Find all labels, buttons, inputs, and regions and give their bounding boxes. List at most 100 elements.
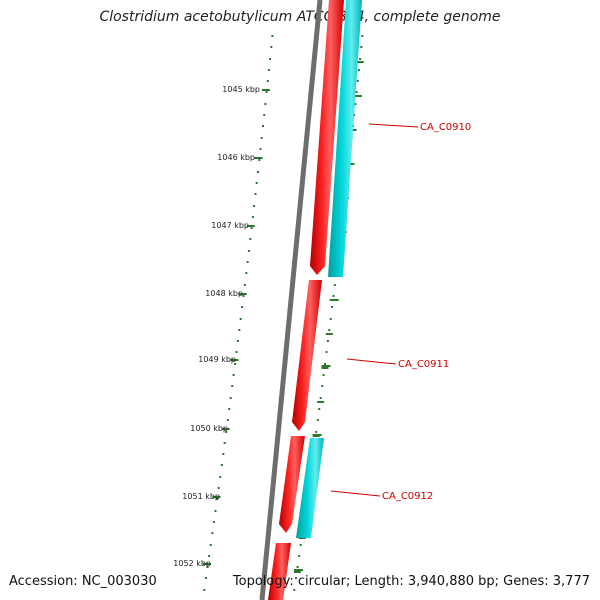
ruler-minor-tick <box>246 261 249 263</box>
ruler-minor-tick <box>269 58 272 60</box>
gene-label-ca-c0911[interactable]: CA_C0911 <box>398 359 449 370</box>
ruler-minor-tick <box>325 351 328 353</box>
tick-label-1051: 1051 kbp <box>182 492 220 501</box>
ruler-minor-tick <box>231 385 234 387</box>
ruler-minor-tick <box>260 137 263 139</box>
ruler-minor-tick <box>208 555 211 557</box>
ruler-minor-tick <box>262 125 264 127</box>
genome-summary-text: Topology: circular; Length: 3,940,880 bp… <box>232 574 590 589</box>
ruler-minor-tick <box>299 544 302 546</box>
ruler-minor-tick <box>211 532 214 534</box>
tick-label-1049: 1049 kbp <box>198 355 236 364</box>
gene-label-ca-c0912[interactable]: CA_C0912 <box>382 491 433 502</box>
ruler-minor-tick <box>315 431 318 433</box>
tick-label-1050: 1050 kbp <box>190 424 228 433</box>
ruler-minor-tick <box>331 306 334 308</box>
leader-line-ca-c0912 <box>330 490 381 497</box>
ruler-minor-tick <box>228 408 231 410</box>
ruler-minor-tick <box>360 46 363 48</box>
ruler-minor-tick <box>359 58 362 60</box>
ruler-minor-tick <box>353 114 356 116</box>
ruler-minor-tick <box>263 114 266 116</box>
ruler-minor-tick <box>354 103 357 105</box>
accession-text: Accession: NC_003030 <box>9 574 157 589</box>
ruler-minor-tick <box>219 476 222 478</box>
ruler-minor-tick <box>356 80 359 82</box>
ruler-minor-tick <box>296 566 299 568</box>
ruler-minor-tick <box>209 544 212 546</box>
ruler-minor-tick <box>324 363 326 365</box>
gene-reverse-2[interactable] <box>296 438 324 538</box>
tick-label-1052: 1052 kbp <box>173 559 211 568</box>
tick-label-1045: 1045 kbp <box>222 85 260 94</box>
ruler-minor-tick <box>238 329 241 331</box>
ruler-minor-tick <box>318 408 321 410</box>
map-title: Clostridium acetobutylicum ATCC 824, com… <box>99 9 501 25</box>
ruler-minor-tick <box>247 250 250 252</box>
ruler-minor-tick <box>223 442 226 444</box>
ruler-minor-tick <box>216 498 219 500</box>
ruler-minor-tick <box>226 419 229 421</box>
ruler-minor-tick <box>245 272 248 274</box>
ruler-labels: 1045 kbp 1046 kbp 1047 kbp 1048 kbp 1049… <box>173 85 260 568</box>
ruler-minor-tick <box>258 159 261 161</box>
ruler-minor-tick <box>225 431 228 433</box>
ruler-minor-tick <box>220 464 223 466</box>
ruler-minor-tick <box>217 487 220 489</box>
ruler-minor-tick <box>214 510 217 512</box>
ruler-minor-tick <box>250 227 253 229</box>
ruler-minor-tick <box>270 46 273 48</box>
ruler-minor-tick <box>206 566 209 568</box>
ruler-minor-tick <box>355 91 358 93</box>
ruler-minor-tick <box>242 295 245 297</box>
gene-ca-c0910-arrow[interactable] <box>310 0 344 275</box>
ruler-minor-tick <box>253 205 256 207</box>
genome-backbone <box>259 0 323 600</box>
ruler-minor-tick <box>271 35 274 37</box>
ruler-minor-tick <box>333 284 336 286</box>
ruler-minor-tick <box>232 374 235 376</box>
ruler-minor-tick <box>316 419 319 421</box>
leader-line-ca-c0910 <box>368 123 419 128</box>
ruler-minor-tick <box>293 589 296 591</box>
tick-label-1047: 1047 kbp <box>211 221 249 230</box>
ruler-minor-tick <box>328 329 331 331</box>
ruler-minor-tick <box>357 69 360 71</box>
ruler-minor-tick <box>267 69 270 71</box>
ruler-minor-tick <box>266 80 269 82</box>
ruler-minor-tick <box>329 318 332 320</box>
ruler-minor-tick <box>243 284 246 286</box>
ruler-minor-tick <box>326 340 329 342</box>
leader-line-ca-c0911 <box>346 358 397 365</box>
tick-label-1046: 1046 kbp <box>217 153 255 162</box>
ruler-minor-tick <box>234 363 236 365</box>
ruler-minor-tick <box>264 103 267 105</box>
gene-reverse-1[interactable] <box>328 0 362 277</box>
ruler-minor-tick <box>319 397 322 399</box>
ruler-minor-tick <box>254 193 257 195</box>
ruler-minor-tick <box>259 148 262 150</box>
ruler-minor-tick <box>236 340 239 342</box>
gene-ca-c0911-arrow[interactable] <box>292 280 322 431</box>
ruler-minor-tick <box>322 374 325 376</box>
tick-label-1048: 1048 kbp <box>205 289 243 298</box>
ruler-minor-tick <box>203 589 206 591</box>
ruler-minor-tick <box>321 385 324 387</box>
ruler-minor-tick <box>235 351 238 353</box>
ruler-minor-tick <box>205 577 207 579</box>
ruler-minor-tick <box>255 182 258 184</box>
ruler-minor-tick <box>239 318 242 320</box>
ruler-minor-tick <box>332 295 335 297</box>
ruler-minor-tick <box>222 453 225 455</box>
ruler-minor-tick <box>249 238 252 240</box>
ruler-minor-tick <box>257 171 259 173</box>
ruler-minor-tick <box>251 216 254 218</box>
gene-ca-c0912-arrow[interactable] <box>279 436 305 533</box>
ruler-minor-tick <box>361 35 364 37</box>
ruler-minor-tick <box>265 91 268 93</box>
ruler-minor-tick <box>241 306 244 308</box>
gene-label-ca-c0910[interactable]: CA_C0910 <box>420 122 471 133</box>
gene-ca-c0913-arrow[interactable] <box>268 543 291 600</box>
ruler-minor-tick <box>298 555 301 557</box>
